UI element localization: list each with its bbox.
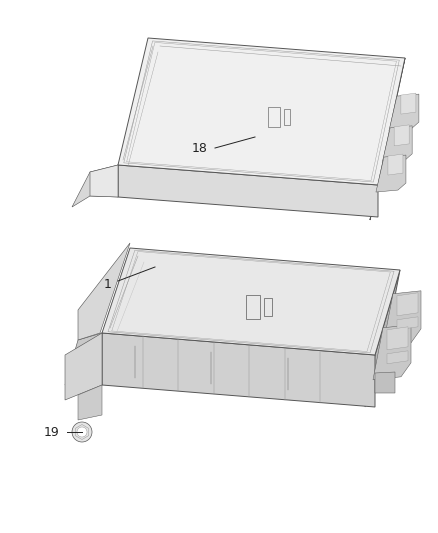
Polygon shape [375,372,395,393]
Polygon shape [78,243,130,340]
Text: 19: 19 [44,425,60,439]
Polygon shape [72,165,118,207]
Polygon shape [397,317,418,330]
Polygon shape [65,333,102,400]
Polygon shape [90,165,118,197]
Polygon shape [401,93,416,114]
Polygon shape [389,94,419,131]
Polygon shape [383,291,421,346]
Polygon shape [376,155,406,192]
Polygon shape [382,126,412,163]
Polygon shape [387,327,408,350]
Polygon shape [78,385,102,420]
Text: 1: 1 [104,279,112,292]
Polygon shape [65,333,102,385]
Polygon shape [397,293,418,316]
Text: 18: 18 [192,141,208,155]
Polygon shape [102,248,400,355]
Circle shape [72,422,92,442]
Polygon shape [370,58,405,220]
Polygon shape [365,270,400,407]
Polygon shape [373,325,411,380]
Polygon shape [394,125,409,146]
Polygon shape [387,351,408,364]
Circle shape [77,427,87,437]
Polygon shape [118,165,378,217]
Polygon shape [102,333,375,407]
Polygon shape [118,38,405,185]
Polygon shape [388,154,403,175]
